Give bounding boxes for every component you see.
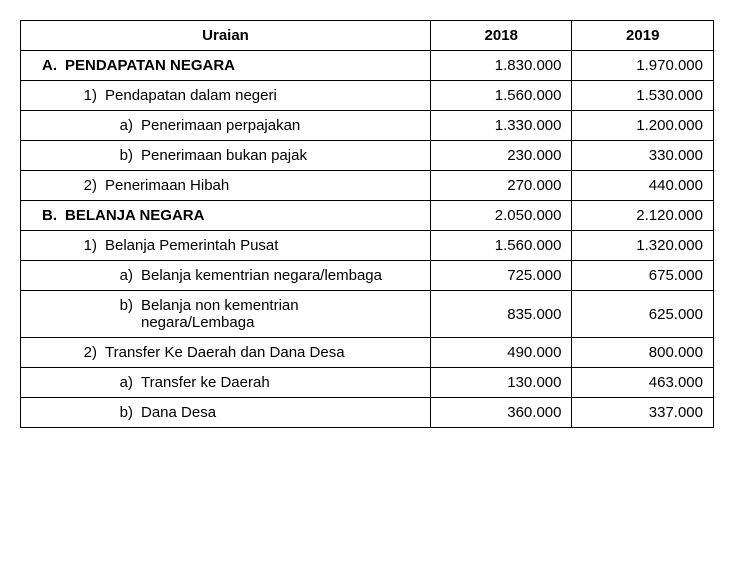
cell-uraian: 2) Penerimaan Hibah	[21, 171, 431, 201]
row-label: Transfer Ke Daerah dan Dana Desa	[105, 344, 345, 361]
cell-2018: 230.000	[431, 141, 572, 171]
cell-2018: 360.000	[431, 398, 572, 428]
table-row: a) Penerimaan perpajakan 1.330.0001.200.00…	[21, 111, 714, 141]
cell-2019: 2.120.000	[572, 201, 714, 231]
cell-uraian: b) Dana Desa	[21, 398, 431, 428]
cell-2019: 625.000	[572, 291, 714, 338]
row-ordinal: 2)	[75, 177, 97, 194]
row-ordinal: 2)	[75, 344, 97, 361]
table-row: 2) Transfer Ke Daerah dan Dana Desa 490.00…	[21, 338, 714, 368]
cell-2019: 330.000	[572, 141, 714, 171]
cell-2019: 675.000	[572, 261, 714, 291]
table-row: b) Penerimaan bukan pajak 230.000330.000	[21, 141, 714, 171]
cell-uraian: 2) Transfer Ke Daerah dan Dana Desa	[21, 338, 431, 368]
row-ordinal: a)	[115, 267, 133, 284]
cell-uraian: 1) Pendapatan dalam negeri	[21, 81, 431, 111]
cell-uraian: a) Transfer ke Daerah	[21, 368, 431, 398]
row-label: BELANJA NEGARA	[65, 207, 204, 224]
cell-2018: 835.000	[431, 291, 572, 338]
cell-2018: 1.330.000	[431, 111, 572, 141]
cell-2019: 337.000	[572, 398, 714, 428]
cell-2018: 490.000	[431, 338, 572, 368]
cell-2019: 1.200.000	[572, 111, 714, 141]
row-ordinal: 1)	[75, 237, 97, 254]
table-row: A. PENDAPATAN NEGARA 1.830.0001.970.000	[21, 51, 714, 81]
table-row: 1) Belanja Pemerintah Pusat 1.560.0001.320…	[21, 231, 714, 261]
row-label: Belanja non kementrian negara/Lembaga	[141, 297, 401, 331]
cell-2018: 725.000	[431, 261, 572, 291]
cell-uraian: A. PENDAPATAN NEGARA	[21, 51, 431, 81]
row-ordinal: 1)	[75, 87, 97, 104]
cell-2019: 1.530.000	[572, 81, 714, 111]
table-row: 1) Pendapatan dalam negeri 1.560.0001.530.…	[21, 81, 714, 111]
row-label: Pendapatan dalam negeri	[105, 87, 277, 104]
cell-2018: 1.560.000	[431, 81, 572, 111]
row-label: Penerimaan bukan pajak	[141, 147, 307, 164]
table-row: a) Belanja kementrian negara/lembaga 725.0…	[21, 261, 714, 291]
row-ordinal: a)	[115, 117, 133, 134]
table-header-row: Uraian 2018 2019	[21, 21, 714, 51]
row-ordinal: B.	[35, 207, 57, 224]
table-row: b) Dana Desa 360.000337.000	[21, 398, 714, 428]
cell-2019: 1.970.000	[572, 51, 714, 81]
row-label: Transfer ke Daerah	[141, 374, 270, 391]
cell-uraian: a) Belanja kementrian negara/lembaga	[21, 261, 431, 291]
cell-2019: 1.320.000	[572, 231, 714, 261]
table-row: a) Transfer ke Daerah 130.000463.000	[21, 368, 714, 398]
row-ordinal: b)	[115, 297, 133, 314]
header-2019: 2019	[572, 21, 714, 51]
cell-uraian: 1) Belanja Pemerintah Pusat	[21, 231, 431, 261]
cell-uraian: b) Penerimaan bukan pajak	[21, 141, 431, 171]
cell-uraian: a) Penerimaan perpajakan	[21, 111, 431, 141]
cell-2018: 1.830.000	[431, 51, 572, 81]
header-uraian: Uraian	[21, 21, 431, 51]
row-label: Belanja kementrian negara/lembaga	[141, 267, 382, 284]
row-ordinal: b)	[115, 147, 133, 164]
table-row: b) Belanja non kementrian negara/Lembaga 8…	[21, 291, 714, 338]
row-label: Dana Desa	[141, 404, 216, 421]
row-ordinal: A.	[35, 57, 57, 74]
row-label: Penerimaan Hibah	[105, 177, 229, 194]
row-label: Belanja Pemerintah Pusat	[105, 237, 278, 254]
cell-2019: 463.000	[572, 368, 714, 398]
header-2018: 2018	[431, 21, 572, 51]
table-row: B. BELANJA NEGARA 2.050.0002.120.000	[21, 201, 714, 231]
cell-2019: 440.000	[572, 171, 714, 201]
cell-2018: 2.050.000	[431, 201, 572, 231]
cell-2018: 1.560.000	[431, 231, 572, 261]
table-row: 2) Penerimaan Hibah 270.000440.000	[21, 171, 714, 201]
cell-uraian: B. BELANJA NEGARA	[21, 201, 431, 231]
row-label: PENDAPATAN NEGARA	[65, 57, 235, 74]
table-body: A. PENDAPATAN NEGARA 1.830.0001.970.000 1) P…	[21, 51, 714, 428]
row-ordinal: b)	[115, 404, 133, 421]
cell-uraian: b) Belanja non kementrian negara/Lembaga	[21, 291, 431, 338]
cell-2018: 270.000	[431, 171, 572, 201]
row-ordinal: a)	[115, 374, 133, 391]
row-label: Penerimaan perpajakan	[141, 117, 300, 134]
cell-2019: 800.000	[572, 338, 714, 368]
budget-table: Uraian 2018 2019 A. PENDAPATAN NEGARA 1.83…	[20, 20, 714, 428]
cell-2018: 130.000	[431, 368, 572, 398]
